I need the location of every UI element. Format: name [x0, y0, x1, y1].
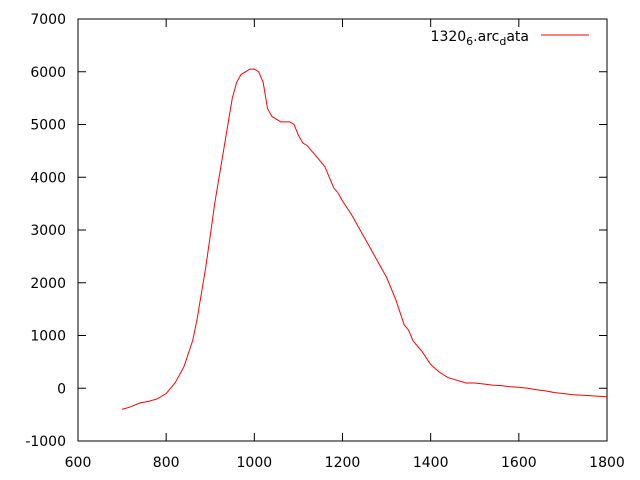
x-tick-label: 600 — [65, 455, 92, 471]
y-tick-label: 4000 — [30, 170, 66, 186]
plot-frame — [77, 18, 608, 442]
legend-label-sub-1: 6 — [466, 35, 473, 48]
y-tick-label: 7000 — [30, 12, 66, 28]
x-tick-label: 1600 — [501, 455, 537, 471]
y-tick-label: 5000 — [30, 118, 66, 134]
x-axis-ticks — [77, 19, 608, 441]
series-line — [121, 68, 608, 410]
y-tick-label: -1000 — [25, 434, 66, 450]
y-tick-label: 3000 — [30, 223, 66, 239]
x-tick-label: 1200 — [325, 455, 361, 471]
x-tick-label: 1400 — [413, 455, 449, 471]
legend-label: 13206.arcdata — [431, 29, 529, 48]
legend-label-part-3: ata — [506, 29, 529, 45]
legend-label-part-1: 1320 — [431, 29, 467, 45]
y-axis-tick-labels: -1000 0 1000 2000 3000 4000 5000 6000 7000 — [25, 12, 66, 450]
legend-label-sub-2: d — [499, 35, 506, 48]
y-tick-label: 2000 — [30, 276, 66, 292]
y-tick-label: 6000 — [30, 65, 66, 81]
x-tick-label: 1000 — [237, 455, 273, 471]
legend-label-part-2: .arc — [473, 29, 499, 45]
x-tick-label: 800 — [153, 455, 180, 471]
x-tick-label: 1800 — [589, 455, 625, 471]
legend: 13206.arcdata — [431, 29, 589, 48]
x-axis-tick-labels: 600 800 1000 1200 1400 1600 1800 — [65, 455, 625, 471]
y-tick-label: 0 — [57, 381, 66, 397]
y-tick-label: 1000 — [30, 329, 66, 345]
y-axis-ticks — [78, 18, 607, 442]
